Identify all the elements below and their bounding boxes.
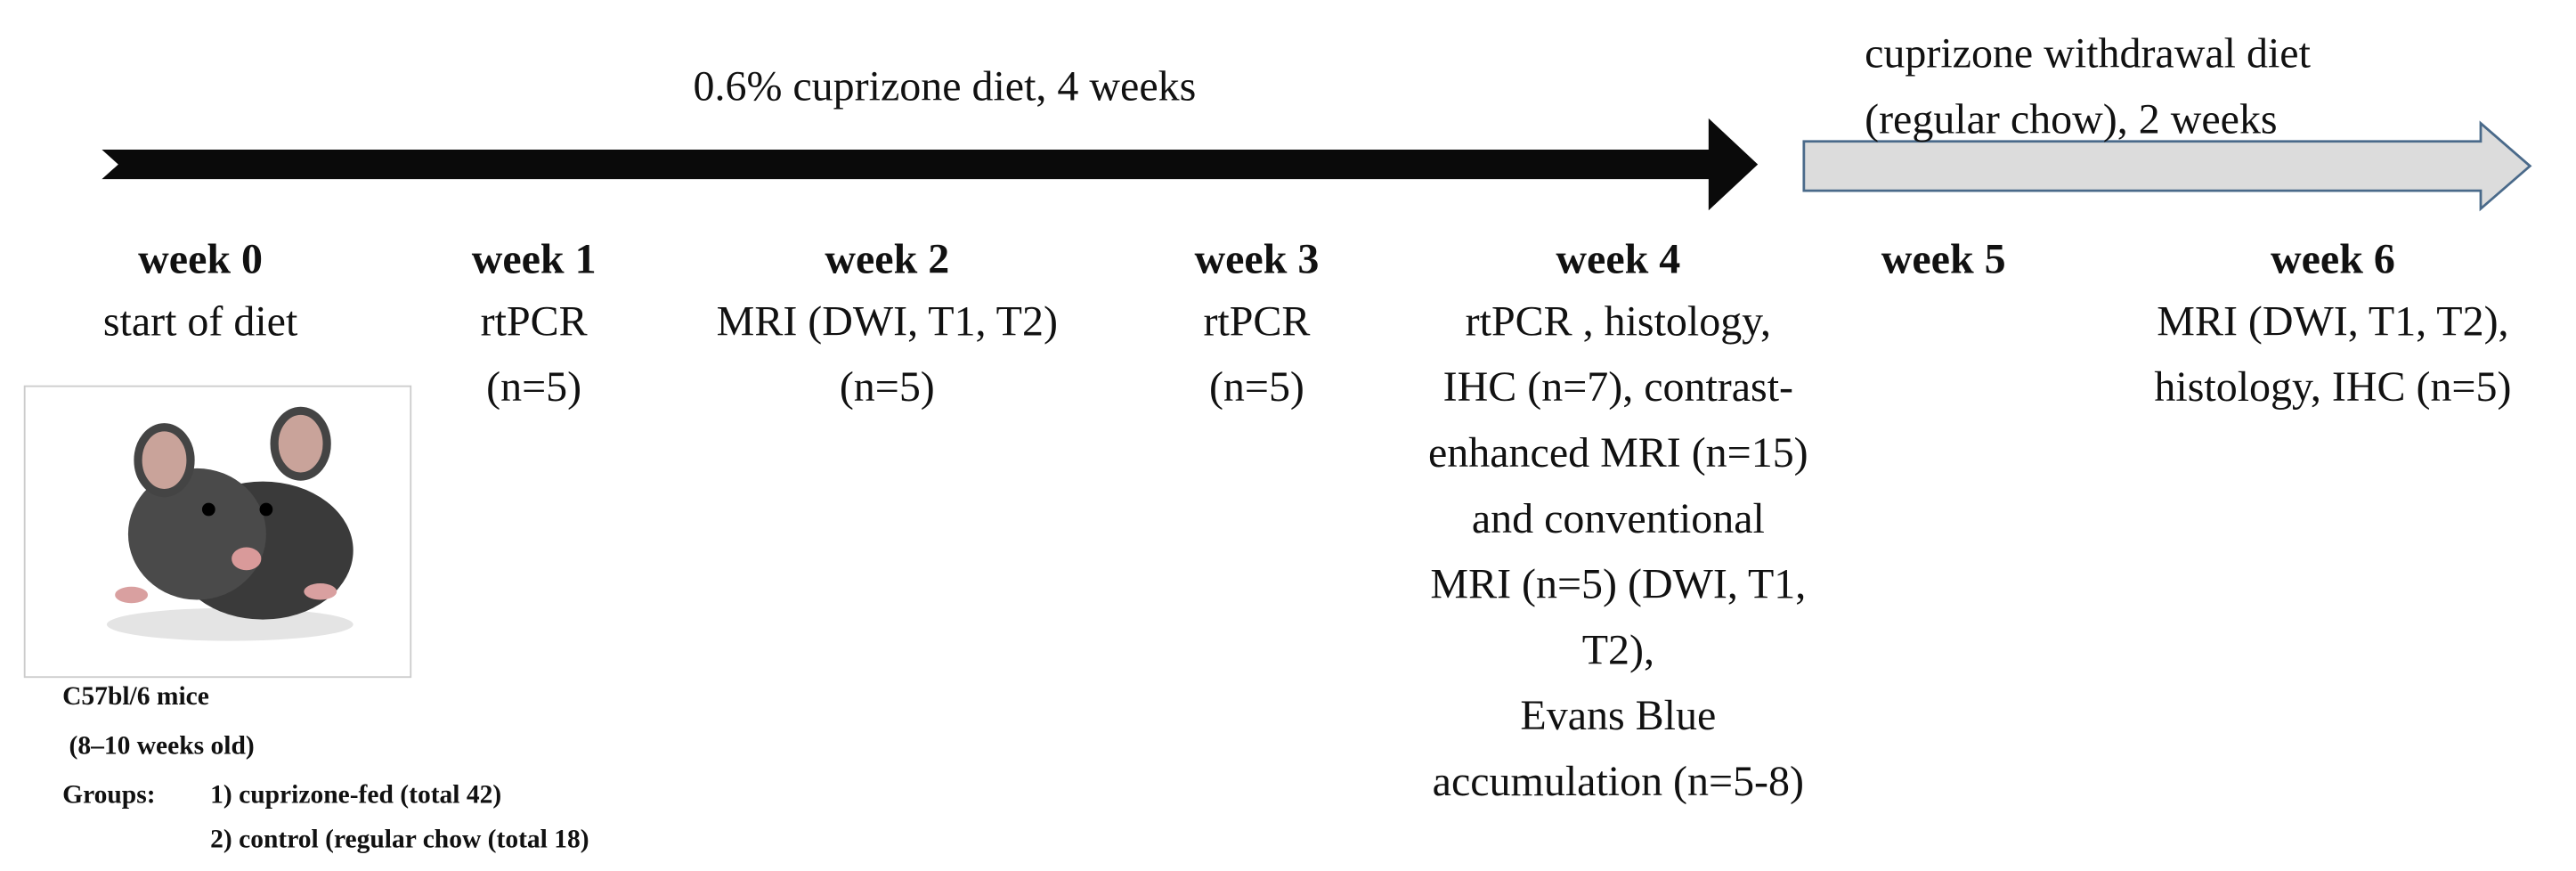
week-title: week 5 bbox=[1881, 235, 2006, 282]
week-text: IHC (n=7), contrast- bbox=[1443, 363, 1793, 411]
week-text: start of diet bbox=[103, 297, 298, 345]
week-title: week 2 bbox=[825, 235, 949, 282]
week-text: (n=5) bbox=[1209, 363, 1304, 411]
week-text: accumulation (n=5-8) bbox=[1433, 758, 1804, 805]
mouse-age: (8–10 weeks old) bbox=[69, 731, 254, 760]
arrow-label: (regular chow), 2 weeks bbox=[1865, 95, 2278, 142]
week-text: rtPCR bbox=[481, 297, 588, 345]
mouse-strain: C57bl/6 mice bbox=[62, 682, 209, 711]
arrow-label: cuprizone withdrawal diet bbox=[1865, 30, 2311, 77]
week-text: T2), bbox=[1582, 626, 1654, 673]
groups-label: Groups: bbox=[62, 781, 155, 810]
group: 2) control (regular chow (total 18) bbox=[210, 826, 589, 854]
week-text: rtPCR bbox=[1203, 297, 1310, 345]
week-text: Evans Blue bbox=[1520, 692, 1716, 739]
week-text: MRI (n=5) (DWI, T1, bbox=[1430, 561, 1806, 608]
arrow-label: 0.6% cuprizone diet, 4 weeks bbox=[693, 63, 1196, 110]
week-title: week 3 bbox=[1194, 235, 1319, 282]
mouse-image bbox=[23, 385, 412, 679]
week-title: week 4 bbox=[1556, 235, 1680, 282]
cuprizone-arrow bbox=[102, 118, 1759, 211]
week-text: MRI (DWI, T1, T2), bbox=[2157, 297, 2508, 345]
week-title: week 6 bbox=[2271, 235, 2395, 282]
week-text: and conventional bbox=[1472, 495, 1765, 542]
week-text: enhanced MRI (n=15) bbox=[1428, 429, 1808, 476]
week-title: week 1 bbox=[472, 235, 597, 282]
withdrawal-arrow bbox=[1802, 120, 2532, 212]
week-title: week 0 bbox=[138, 235, 263, 282]
week-text: MRI (DWI, T1, T2) bbox=[717, 297, 1058, 345]
week-text: rtPCR , histology, bbox=[1466, 297, 1771, 345]
group: 1) cuprizone-fed (total 42) bbox=[210, 781, 501, 810]
week-text: (n=5) bbox=[486, 363, 581, 411]
week-text: (n=5) bbox=[840, 363, 935, 411]
week-text: histology, IHC (n=5) bbox=[2154, 363, 2511, 411]
